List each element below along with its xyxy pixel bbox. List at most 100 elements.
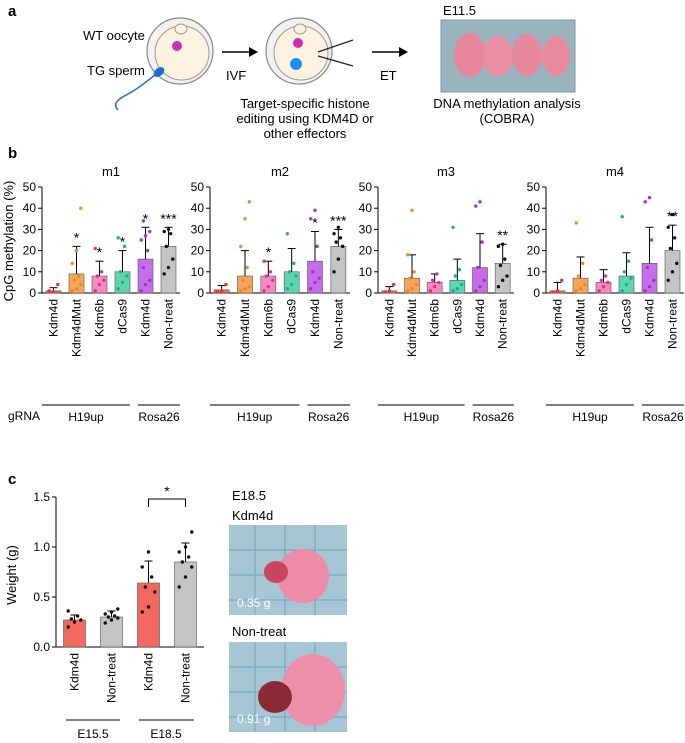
- data-point: [224, 282, 228, 287]
- group-label-e15-5: E15.5: [77, 727, 109, 741]
- data-point: [289, 282, 294, 287]
- x-tick-label-non-treat: Non-treat: [496, 298, 510, 349]
- data-point: [141, 265, 146, 270]
- data-point: [503, 257, 507, 261]
- significance-star: *: [164, 483, 170, 499]
- editing-caption-line1: Target-specific histone: [240, 96, 369, 111]
- y-tick-label: 30: [359, 222, 373, 236]
- data-point: [162, 272, 166, 276]
- x-tick-label-kdm4d: Kdm4d: [473, 299, 487, 337]
- chart-weight: 0.0 0.5 1.0 1.5 Kdm4d Non-treat Kdm4d Non-treat…: [33, 483, 204, 703]
- data-point: [643, 289, 647, 293]
- data-point: [626, 259, 631, 263]
- data-point: [109, 610, 114, 614]
- data-point: [116, 616, 120, 620]
- y-tick-label: 1.0: [33, 540, 50, 554]
- data-point: [141, 219, 146, 223]
- x-tick-label-kdm6b: Kdm6b: [93, 299, 107, 337]
- data-point: [125, 274, 129, 278]
- data-point: [116, 236, 120, 240]
- data-point: [74, 248, 79, 253]
- data-point: [580, 261, 585, 266]
- zygote-diagram: [265, 17, 354, 85]
- x-tick-label-kdm4d: Kdm4d: [551, 299, 565, 337]
- y-tick-label: 40: [191, 201, 205, 215]
- data-point: [146, 605, 151, 609]
- grna-label: gRNA: [8, 409, 40, 423]
- tg-sperm-label: TG sperm: [87, 63, 145, 78]
- data-point: [168, 231, 173, 236]
- data-point: [72, 278, 77, 282]
- data-point: [56, 282, 60, 287]
- data-point: [675, 261, 679, 266]
- y-tick-label: 30: [527, 222, 541, 236]
- data-point: [672, 236, 677, 240]
- data-point: [247, 284, 251, 289]
- group-label-h19up: H19up: [68, 410, 104, 424]
- y-tick-label: 0.0: [33, 640, 50, 654]
- data-point: [153, 590, 157, 594]
- data-point: [292, 261, 296, 266]
- data-point: [574, 221, 578, 225]
- data-point: [406, 289, 410, 293]
- data-point: [383, 290, 387, 294]
- chart-m3: 0 10 20 30 40 50 m3 Kdm4d Kdm4dMut Kdm6b dCas9 Kdm4…: [359, 164, 515, 424]
- data-point: [148, 229, 152, 234]
- bar-kdm4d: [137, 258, 154, 294]
- data-point: [245, 265, 249, 270]
- x-tick-label-kdm4d: Kdm4d: [142, 653, 156, 691]
- x-tick-label-kdm6b: Kdm6b: [261, 299, 275, 337]
- data-point: [482, 278, 486, 282]
- data-point: [455, 287, 460, 291]
- data-point: [75, 614, 80, 618]
- ivf-label: IVF: [226, 68, 246, 83]
- data-point: [266, 284, 271, 289]
- data-point: [336, 257, 341, 261]
- y-tick-label: 10: [359, 265, 373, 279]
- data-point: [109, 618, 114, 622]
- data-point: [166, 265, 171, 270]
- x-tick-label-kdm4d: Kdm4d: [308, 299, 322, 337]
- data-point: [647, 195, 652, 200]
- x-tick-label-kdm4d: Kdm4d: [382, 299, 396, 337]
- chart-title: m1: [102, 164, 120, 179]
- data-point: [149, 575, 154, 579]
- data-point: [166, 227, 171, 232]
- data-point: [459, 282, 464, 287]
- data-point: [624, 282, 629, 287]
- y-tick-label: 20: [527, 244, 541, 258]
- data-point: [239, 244, 243, 249]
- y-tick-label: 0: [533, 286, 540, 300]
- data-point: [120, 280, 125, 285]
- photo-weight-kdm4d: 0.35 g: [237, 596, 270, 610]
- data-point: [183, 575, 188, 579]
- data-point: [268, 270, 273, 274]
- y-tick-label: 10: [23, 265, 37, 279]
- data-point: [603, 274, 608, 278]
- data-point: [116, 287, 120, 291]
- data-point: [500, 278, 505, 282]
- x-tick-label-kdm4dmut: Kdm4dMut: [405, 298, 419, 357]
- y-tick-label: 40: [527, 201, 541, 215]
- data-point: [410, 287, 414, 291]
- data-point: [391, 282, 396, 287]
- data-point: [645, 265, 650, 270]
- data-point: [311, 270, 315, 274]
- bar-kdm4d: [641, 263, 658, 294]
- e11-5-label: E11.5: [443, 3, 476, 18]
- ivf-arrowhead: [249, 47, 258, 57]
- data-point: [505, 274, 509, 278]
- chart-title: m2: [271, 164, 289, 179]
- data-point: [670, 270, 675, 274]
- data-point: [666, 225, 670, 229]
- y-tick-label: 50: [23, 180, 37, 194]
- bar-non-treat: [174, 561, 197, 648]
- data-point: [243, 287, 247, 291]
- data-point: [437, 280, 441, 285]
- y-tick-label: 50: [359, 180, 373, 194]
- significance-star: *: [74, 229, 80, 245]
- y-tick-label: 1.5: [33, 490, 50, 504]
- y-tick-label: 10: [527, 265, 541, 279]
- data-point: [666, 278, 670, 282]
- data-point: [103, 612, 107, 616]
